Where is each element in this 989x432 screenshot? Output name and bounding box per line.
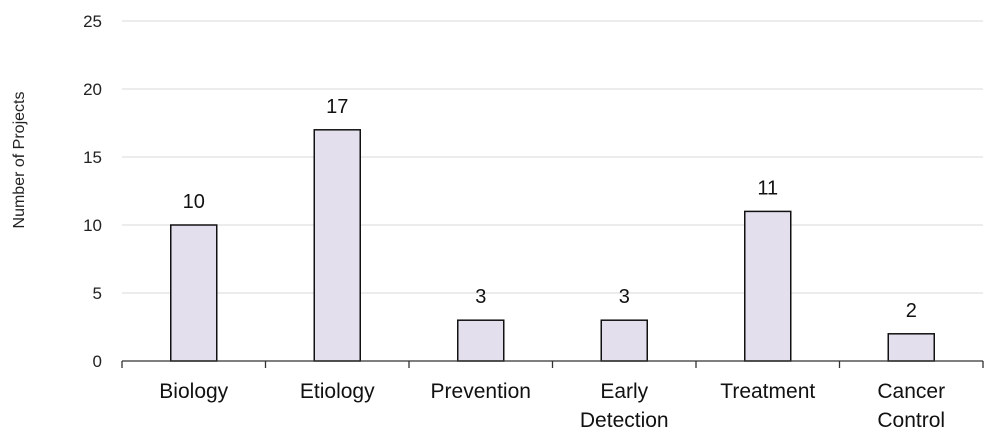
bar [314,130,360,361]
data-label: 2 [906,300,917,322]
y-tick-label: 20 [83,80,102,99]
y-tick-label: 25 [83,12,102,31]
data-label: 3 [619,286,630,308]
data-label: 3 [475,286,486,308]
category-label: Biology [159,380,228,403]
y-tick-label: 0 [93,352,102,371]
bar [601,320,647,361]
data-label: 10 [183,191,205,213]
bar [171,225,217,361]
data-label: 11 [757,177,778,199]
gridlines [122,21,983,293]
x-axis: Biology Etiology Prevention Early Detection T… [122,361,983,432]
bar [745,211,791,361]
y-axis-title: Number of Projects [11,92,28,229]
category-label: Early Detection [580,380,669,432]
category-label: Cancer Control [877,380,945,432]
bar [888,334,934,361]
y-axis-ticks: 0 5 10 15 20 25 [83,12,102,371]
y-tick-label: 5 [93,284,102,303]
data-label: 17 [326,96,348,118]
category-label: Prevention [431,380,531,403]
y-tick-label: 10 [83,216,102,235]
category-label: Treatment [720,380,815,403]
bar [458,320,504,361]
bars [171,130,935,361]
category-label: Etiology [300,380,375,403]
y-tick-label: 15 [83,148,102,167]
data-labels: 10 17 3 3 11 2 [183,96,917,322]
